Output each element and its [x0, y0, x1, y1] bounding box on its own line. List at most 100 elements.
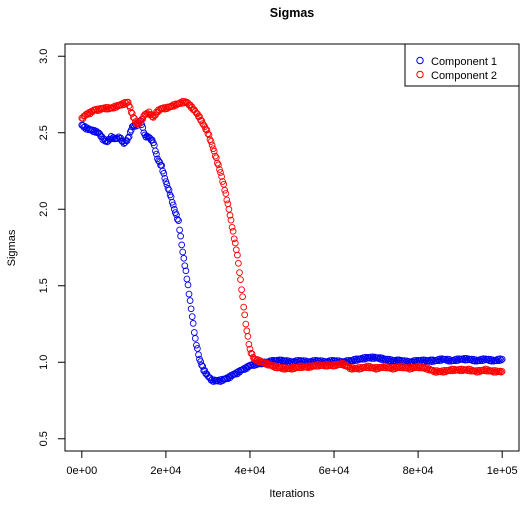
legend-label: Component 1: [431, 56, 497, 68]
data-point: [380, 364, 387, 372]
data-point: [218, 173, 225, 180]
data-point: [137, 119, 145, 127]
data-point: [462, 356, 469, 364]
data-point: [182, 267, 190, 275]
data-point: [98, 133, 106, 140]
x-tick-label: 6e+04: [319, 465, 350, 477]
data-point: [243, 327, 251, 335]
data-point: [198, 361, 205, 369]
data-point: [155, 157, 162, 165]
x-tick-label: 0e+00: [66, 465, 97, 477]
data-point: [363, 364, 370, 372]
data-point: [306, 362, 314, 370]
data-point: [345, 356, 353, 364]
data-point: [461, 355, 468, 362]
data-point: [117, 134, 125, 142]
data-point: [183, 275, 191, 283]
data-point: [230, 235, 238, 243]
data-point: [234, 251, 241, 259]
legend-label: Component 2: [431, 70, 497, 82]
data-point: [497, 356, 505, 364]
data-point: [196, 113, 203, 120]
data-point: [109, 134, 117, 141]
data-point: [198, 117, 205, 124]
data-point: [186, 297, 194, 304]
data-point: [161, 174, 169, 182]
series-2: [78, 97, 506, 376]
y-axis-label: Sigmas: [6, 229, 18, 266]
data-point: [194, 345, 201, 352]
data-point: [321, 361, 328, 368]
data-point: [330, 361, 338, 368]
data-point: [441, 366, 448, 374]
data-point: [241, 311, 249, 319]
data-point: [193, 341, 200, 349]
data-point: [181, 262, 189, 270]
data-point: [474, 366, 482, 374]
data-point: [201, 123, 209, 131]
data-point: [184, 281, 192, 289]
data-point: [222, 190, 230, 197]
y-tick-label: 2.5: [38, 125, 50, 140]
data-point: [235, 259, 242, 267]
data-point: [239, 293, 246, 301]
data-point: [387, 357, 395, 365]
data-point: [240, 303, 248, 311]
data-point: [225, 205, 233, 213]
data-point: [204, 130, 212, 138]
data-point: [179, 248, 187, 256]
data-point: [167, 193, 175, 201]
data-point: [164, 185, 172, 192]
data-point: [436, 355, 444, 363]
data-point: [373, 363, 381, 371]
data-point: [178, 241, 186, 249]
data-point: [173, 211, 180, 219]
data-point: [177, 232, 184, 240]
data-point: [236, 269, 243, 276]
data-point: [428, 358, 436, 365]
x-tick-label: 1e+05: [487, 465, 518, 477]
data-point: [121, 99, 129, 106]
data-point: [365, 364, 373, 372]
data-point: [125, 133, 133, 141]
data-point: [247, 349, 255, 357]
data-point: [226, 211, 234, 219]
data-point: [294, 356, 302, 364]
chart-title: Sigmas: [270, 6, 315, 20]
data-point: [217, 169, 224, 176]
x-axis: 0e+00 2e+04 4e+04 6e+04 8e+04 1e+05: [66, 450, 518, 477]
x-axis-label: Iterations: [269, 488, 315, 500]
data-point: [471, 357, 479, 365]
data-point: [479, 355, 487, 363]
data-point: [237, 276, 244, 283]
y-tick-label: 2.0: [38, 202, 50, 217]
data-point: [407, 363, 415, 371]
data-point: [186, 101, 194, 109]
data-point: [390, 363, 398, 371]
data-point: [215, 161, 222, 169]
data-point: [189, 320, 197, 327]
x-tick-label: 8e+04: [403, 465, 434, 477]
data-point: [382, 364, 389, 372]
data-point: [271, 364, 279, 372]
data-point: [174, 215, 181, 223]
data-point: [393, 356, 401, 364]
data-point: [415, 364, 423, 372]
data-point: [244, 333, 252, 340]
data-point: [231, 239, 239, 247]
data-point: [129, 114, 137, 121]
data-point: [208, 141, 216, 149]
data-point: [238, 286, 245, 294]
data-point: [498, 355, 506, 363]
data-point: [498, 368, 506, 375]
data-point: [195, 351, 202, 359]
y-tick-label: 1.0: [38, 355, 50, 370]
data-point: [207, 138, 215, 145]
data-point: [212, 154, 220, 162]
data-point: [242, 320, 250, 328]
data-point: [176, 226, 183, 234]
data-point: [205, 131, 213, 139]
data-point: [342, 361, 349, 369]
data-point: [124, 134, 132, 142]
